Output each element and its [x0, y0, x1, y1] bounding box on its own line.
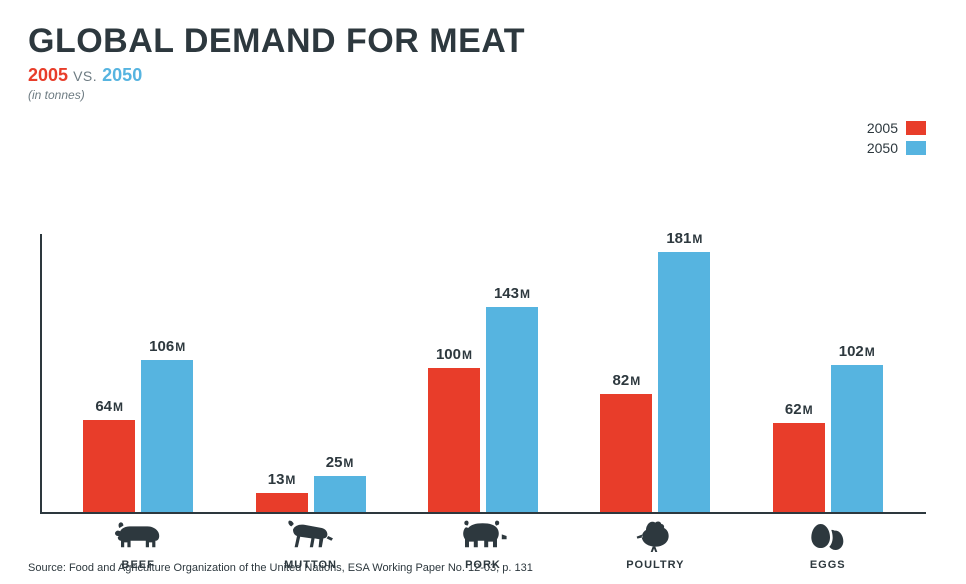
bar-group-eggs: 62M102M: [748, 212, 908, 512]
goat-icon: [231, 520, 391, 557]
bar-value-pork-2050: 143M: [486, 285, 538, 302]
cow-icon: [58, 520, 218, 557]
subtitle-vs: VS.: [73, 68, 97, 84]
bar-value-eggs-2005: 62M: [773, 401, 825, 418]
bar-poultry-2050: 181M: [658, 252, 710, 512]
legend-label-2005: 2005: [867, 120, 898, 136]
bar-group-poultry: 82M181M: [575, 212, 735, 512]
bar-eggs-2050: 102M: [831, 365, 883, 512]
bar-beef-2050: 106M: [141, 360, 193, 512]
hen-icon: [575, 520, 735, 557]
category-label-eggs: EGGS: [748, 559, 908, 571]
pig-icon: [403, 520, 563, 557]
eggs-icon: [748, 520, 908, 557]
bar-group-pork: 100M143M: [403, 212, 563, 512]
bar-group-mutton: 13M 25M: [231, 212, 391, 512]
bar-mutton-2005: 13M: [256, 493, 308, 512]
legend-row-2050: 2050: [867, 140, 926, 156]
category-eggs: EGGS: [748, 520, 908, 571]
legend-row-2005: 2005: [867, 120, 926, 136]
bar-groups: 64M106M13M25M100M143M82M181M62M102M: [52, 212, 914, 512]
x-axis: [40, 512, 926, 514]
subtitle-2050: 2050: [102, 65, 142, 85]
chart-subtitle: 2005 VS. 2050: [28, 65, 938, 86]
legend: 2005 2050: [867, 120, 926, 160]
bar-mutton-2050: 25M: [314, 476, 366, 512]
bar-value-mutton-2050: 25M: [314, 454, 366, 471]
y-axis: [40, 234, 42, 514]
bar-value-beef-2005: 64M: [83, 398, 135, 415]
bar-value-poultry-2005: 82M: [600, 372, 652, 389]
bar-value-pork-2005: 100M: [428, 346, 480, 363]
legend-label-2050: 2050: [867, 140, 898, 156]
bar-eggs-2005: 62M: [773, 423, 825, 512]
bar-beef-2005: 64M: [83, 420, 135, 512]
bar-pork-2050: 143M: [486, 307, 538, 512]
bar-value-eggs-2050: 102M: [831, 343, 883, 360]
legend-swatch-2050: [906, 141, 926, 155]
legend-swatch-2005: [906, 121, 926, 135]
bar-poultry-2005: 82M: [600, 394, 652, 512]
unit-note: (in tonnes): [28, 88, 938, 102]
bar-value-mutton-2005: 13M: [256, 471, 308, 488]
bar-group-beef: 64M106M: [58, 212, 218, 512]
bar-chart: 64M106M13M25M100M143M82M181M62M102M: [28, 214, 938, 514]
chart-title: GLOBAL DEMAND FOR MEAT: [28, 22, 938, 61]
bar-value-beef-2050: 106M: [141, 338, 193, 355]
bar-pork-2005: 100M: [428, 368, 480, 512]
source-note: Source: Food and Agriculture Organizatio…: [28, 562, 533, 574]
category-label-poultry: POULTRY: [575, 559, 735, 571]
category-poultry: POULTRY: [575, 520, 735, 571]
subtitle-2005: 2005: [28, 65, 68, 85]
bar-value-poultry-2050: 181M: [658, 230, 710, 247]
